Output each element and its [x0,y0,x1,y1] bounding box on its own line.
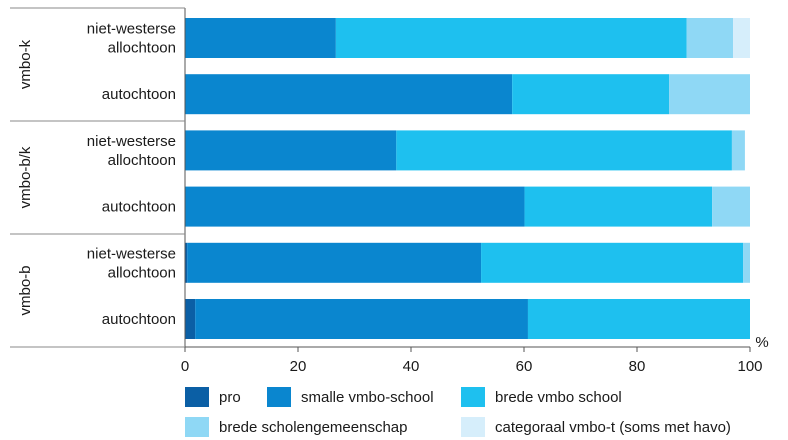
legend-label: categoraal vmbo-t (soms met havo) [495,418,731,436]
bar-row3-series3 [712,186,750,227]
legend-swatch [461,417,485,437]
legend: pro smalle vmbo-school brede vmbo school br… [185,386,785,440]
category-label-row3-line0: autochtoon [102,199,176,216]
legend-swatch [267,387,291,407]
bar-row4-series3 [743,242,750,283]
bar-row2-series1 [185,130,397,171]
x-tick-label-40: 40 [403,358,420,375]
legend-item-3: brede scholengemeenschap [185,416,407,438]
bar-row5-series1 [195,299,528,339]
bar-row0-series1 [185,18,336,58]
bar-row5-series0 [185,299,196,339]
bar-row3-series1 [185,186,525,227]
category-label-row0-line0: niet-westerse [87,21,176,38]
legend-label: smalle vmbo-school [301,388,434,406]
legend-item-2: brede vmbo school [461,386,622,408]
legend-item-0: pro [185,386,241,408]
bar-row0-series2 [335,18,687,58]
legend-item-4: categoraal vmbo-t (soms met havo) [461,416,731,438]
bar-row4-series2 [481,242,744,283]
category-label-row4-line1: allochtoon [108,264,176,281]
legend-label: pro [219,388,241,406]
x-tick-label-20: 20 [290,358,307,375]
x-tick-label-100: 100 [737,358,762,375]
x-unit-label: % [755,334,768,351]
bar-row2-series3 [731,130,745,171]
legend-item-1: smalle vmbo-school [267,386,434,408]
legend-label: brede scholengemeenschap [219,418,408,436]
group-label-vmbo-k: vmbo-k [17,39,34,89]
category-label-row2-line0: niet-westerse [87,133,176,150]
bar-row5-series2 [527,299,750,339]
bar-row1-series3 [669,74,750,115]
x-tick-label-60: 60 [516,358,533,375]
category-label-row2-line1: allochtoon [108,152,176,169]
bar-row1-series2 [512,74,670,115]
x-tick-label-0: 0 [181,358,189,375]
bar-row4-series1 [187,242,482,283]
group-label-vmbo-b/k: vmbo-b/k [17,146,34,208]
bar-row4-series0 [185,242,188,283]
legend-swatch [185,417,209,437]
category-label-row0-line1: allochtoon [108,40,176,57]
category-label-row5-line0: autochtoon [102,311,176,328]
bar-row0-series4 [733,18,750,58]
bar-row3-series2 [524,186,713,227]
legend-label: brede vmbo school [495,388,622,406]
category-label-row4-line0: niet-westerse [87,245,176,262]
legend-swatch [185,387,209,407]
bar-row2-series2 [396,130,732,171]
group-label-vmbo-b: vmbo-b [17,265,34,315]
bar-row1-series1 [185,74,513,115]
legend-swatch [461,387,485,407]
bar-row0-series3 [686,18,734,58]
category-label-row1-line0: autochtoon [102,86,176,103]
x-tick-label-80: 80 [629,358,646,375]
